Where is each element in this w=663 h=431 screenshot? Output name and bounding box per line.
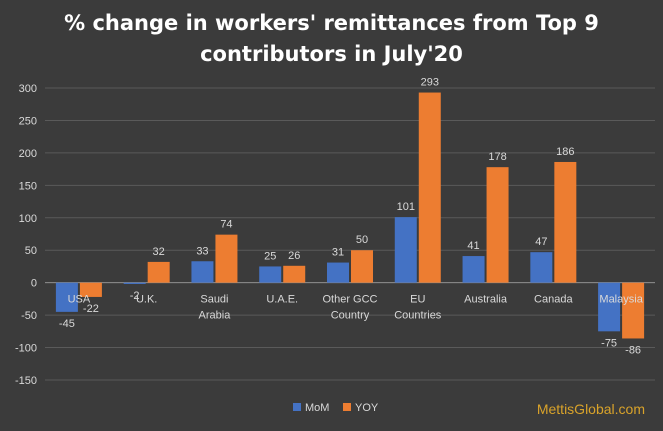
bar-yoy-3 [283, 265, 306, 283]
data-label-mom-3: 25 [264, 250, 276, 262]
y-tick-label-5: 100 [19, 213, 37, 225]
data-label-yoy-7: 186 [556, 146, 574, 158]
y-tick-label-3: 0 [31, 278, 37, 290]
category-label-6: Australia [464, 294, 508, 306]
chart-title-line-1: % change in workers' remittances from To… [64, 11, 599, 35]
data-label-yoy-0: -22 [83, 303, 99, 315]
bar-mom-4 [327, 262, 349, 283]
data-label-yoy-5: 293 [421, 77, 439, 89]
category-label-2-line-1: Arabia [199, 310, 232, 322]
data-label-yoy-1: 32 [153, 246, 165, 258]
legend-swatch-mom [293, 403, 301, 411]
category-label-3: U.A.E. [266, 294, 298, 306]
bar-mom-7 [530, 252, 553, 283]
data-label-yoy-6: 178 [488, 151, 506, 163]
data-label-mom-6: 41 [467, 240, 479, 252]
bar-mom-3 [259, 266, 282, 283]
category-label-1: U.K. [136, 294, 157, 306]
bar-yoy-7 [554, 161, 577, 283]
y-tick-label-0: -150 [15, 375, 37, 387]
data-label-mom-8: -75 [601, 337, 617, 349]
data-label-mom-5: 101 [397, 201, 415, 213]
bar-yoy-8 [622, 282, 645, 339]
data-label-mom-2: 33 [196, 245, 208, 257]
bar-yoy-1 [147, 261, 170, 283]
bar-mom-5 [394, 217, 417, 283]
bar-mom-2 [191, 261, 214, 283]
y-tick-label-7: 200 [19, 148, 37, 160]
category-label-2-line-0: Saudi [200, 294, 228, 306]
category-label-4-line-0: Other GCC [322, 294, 377, 306]
bar-mom-1 [123, 282, 146, 284]
bar-mom-6 [462, 256, 485, 283]
legend-swatch-yoy [343, 403, 351, 411]
category-label-0: USA [68, 294, 91, 306]
data-label-mom-1: -2 [130, 290, 140, 302]
legend-label-yoy: YOY [355, 402, 379, 414]
bar-yoy-2 [215, 234, 238, 283]
data-label-yoy-8: -86 [625, 344, 641, 356]
bar-yoy-6 [486, 167, 509, 283]
y-tick-label-1: -100 [15, 343, 37, 355]
category-label-5-line-1: Countries [394, 310, 442, 322]
category-label-8: Malaysia [599, 294, 643, 306]
bar-yoy-4 [351, 250, 373, 283]
data-label-yoy-2: 74 [220, 219, 232, 231]
bar-mom-8 [598, 282, 621, 332]
chart-title-line-2: contributors in July'20 [200, 42, 463, 66]
data-label-mom-0: -45 [59, 318, 75, 330]
category-label-5-line-0: EU [410, 294, 425, 306]
y-tick-label-8: 250 [19, 115, 37, 127]
y-tick-label-4: 50 [25, 245, 37, 257]
data-label-yoy-3: 26 [288, 250, 300, 262]
bar-yoy-5 [418, 92, 441, 283]
data-label-yoy-4: 50 [356, 234, 368, 246]
data-label-mom-7: 47 [535, 236, 547, 248]
chart-title: % change in workers' remittances from To… [0, 8, 663, 70]
category-label-7: Canada [534, 294, 573, 306]
category-label-4-line-1: Country [331, 310, 370, 322]
data-label-mom-4: 31 [332, 247, 344, 259]
y-tick-label-9: 300 [19, 83, 37, 95]
bar-yoy-0 [79, 282, 102, 297]
watermark: MettisGlobal.com [536, 401, 645, 417]
bar-mom-0 [55, 282, 78, 312]
y-tick-label-6: 150 [19, 180, 37, 192]
y-tick-label-2: -50 [21, 310, 37, 322]
legend-label-mom: MoM [305, 402, 329, 414]
